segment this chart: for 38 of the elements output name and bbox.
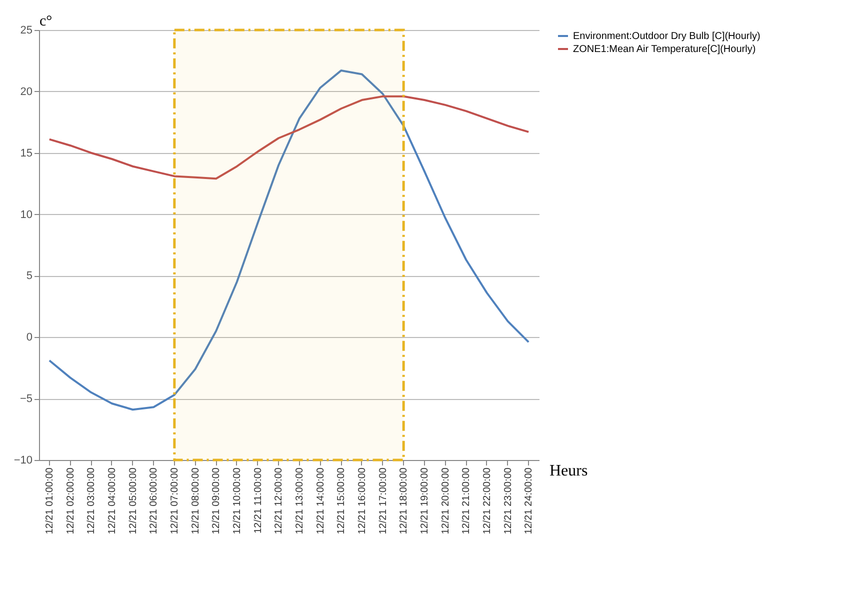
x-tick-label: 12/21 10:00:00	[232, 467, 243, 534]
x-tick-label: 12/21 22:00:00	[482, 467, 493, 534]
y-tick-label: 25	[20, 24, 32, 36]
y-tick-label: 5	[26, 270, 32, 282]
y-tick-label: −5	[20, 393, 32, 406]
y-axis-title: c°	[40, 14, 52, 30]
x-tick-label: 12/21 20:00:00	[440, 467, 452, 534]
x-tick-label: 12/21 19:00:00	[419, 467, 430, 534]
x-tick-label: 12/21 16:00:00	[356, 467, 368, 534]
legend-label: ZONE1:Mean Air Temperature[C](Hourly)	[573, 44, 756, 55]
x-axis-title: Heurs	[550, 462, 588, 480]
x-tick-label: 12/21 01:00:00	[44, 467, 56, 534]
line-series	[48, 95, 530, 180]
x-tick-label: 12/21 21:00:00	[461, 467, 472, 534]
x-tick-label: 12/21 18:00:00	[398, 467, 410, 534]
x-tick-label: 12/21 11:00:00	[252, 467, 264, 534]
legend-label: Environment:Outdoor Dry Bulb [C](Hourly)	[573, 31, 760, 42]
x-tick-label: 12/21 12:00:00	[274, 467, 285, 534]
y-tick-label: 0	[26, 332, 32, 344]
x-tick-label: 12/21 08:00:00	[190, 467, 202, 534]
y-tick-label: 20	[20, 86, 32, 98]
x-tick-label: 12/21 04:00:00	[106, 467, 118, 534]
x-tick-label: 12/21 15:00:00	[336, 467, 348, 534]
x-tick-label: 12/21 03:00:00	[86, 467, 98, 534]
x-tick-label: 12/21 14:00:00	[315, 467, 326, 534]
x-tick-label: 12/21 13:00:00	[294, 467, 306, 534]
x-tick-label: 12/21 05:00:00	[128, 467, 139, 534]
y-tick-label: 15	[20, 147, 32, 160]
x-tick-label: 12/21 17:00:00	[378, 467, 389, 534]
x-tick-label: 12/21 06:00:00	[148, 467, 160, 534]
x-tick-label: 12/21 07:00:00	[169, 467, 180, 534]
y-tick-label: 10	[20, 208, 32, 221]
x-tick-label: 12/21 23:00:00	[502, 467, 514, 534]
y-tick-label: −10	[14, 454, 32, 466]
line-series	[48, 70, 530, 411]
x-tick-label: 12/21 24:00:00	[524, 467, 535, 534]
x-tick-label: 12/21 09:00:00	[211, 467, 222, 534]
x-tick-label: 12/21 02:00:00	[65, 467, 76, 534]
